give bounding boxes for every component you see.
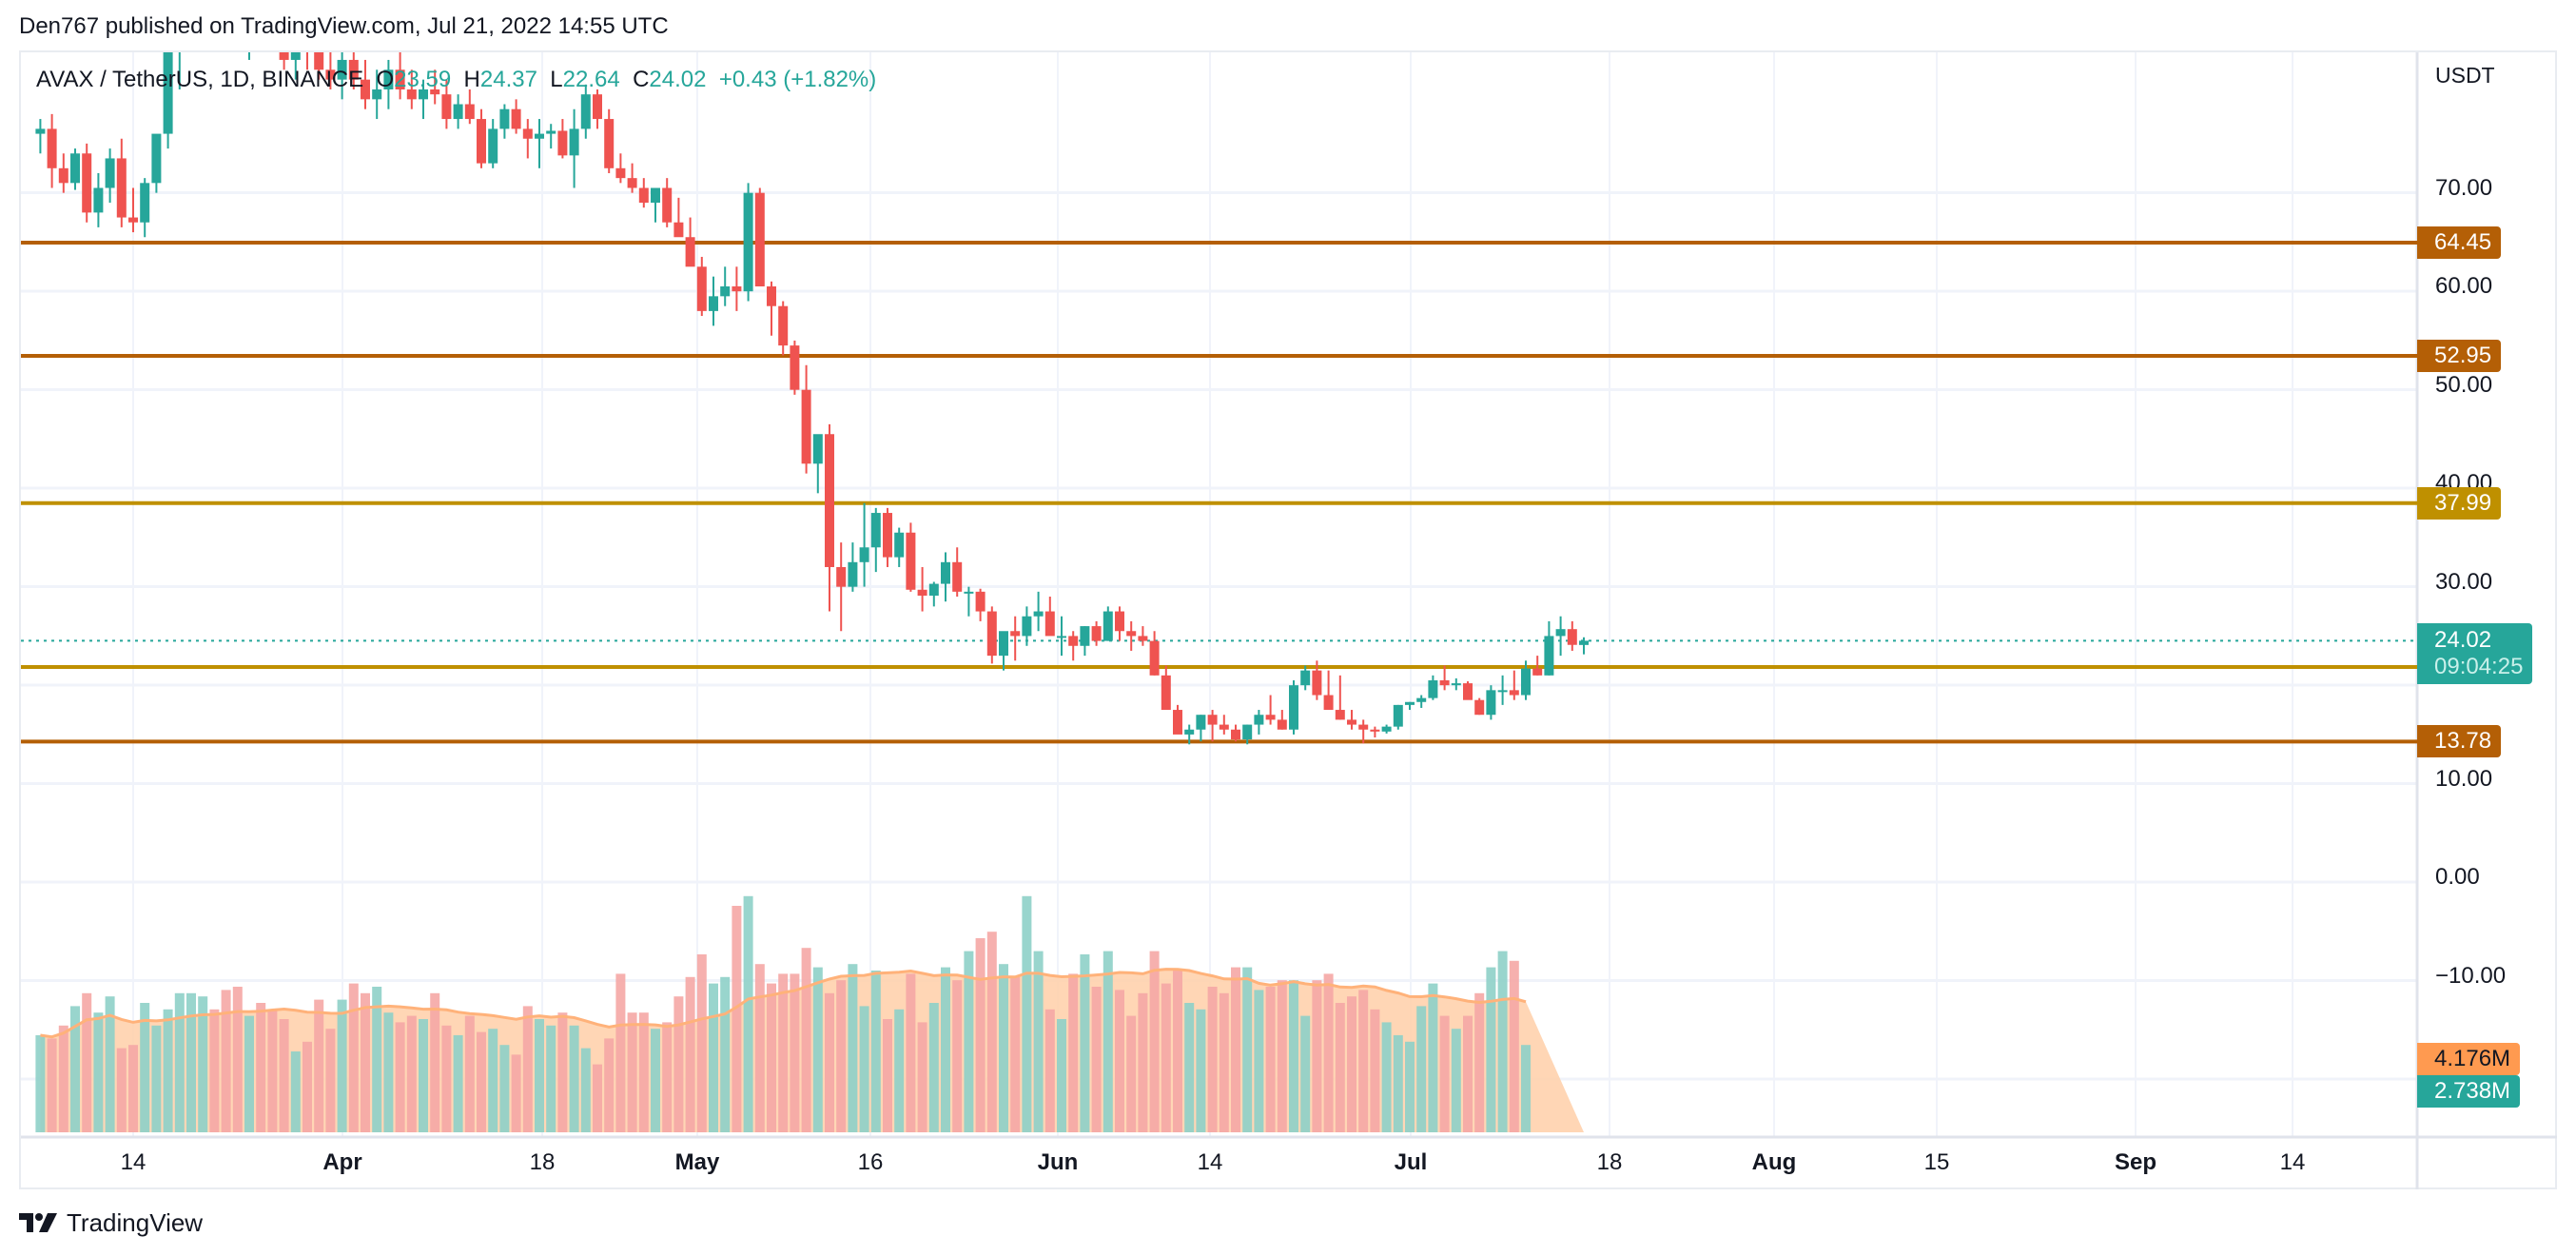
level-price-tag: 13.78 <box>2417 725 2502 758</box>
time-tick: May <box>674 1149 720 1175</box>
time-tick: Sep <box>2114 1149 2157 1175</box>
low-value: 22.64 <box>562 67 620 92</box>
time-tick: Aug <box>1751 1149 1797 1175</box>
open-value: 23.59 <box>394 67 452 92</box>
high-value: 24.37 <box>479 67 537 92</box>
time-tick: 14 <box>120 1149 146 1175</box>
currency-label: USDT <box>2435 63 2495 88</box>
time-tick: 16 <box>857 1149 884 1175</box>
time-tick: Jun <box>1037 1149 1079 1175</box>
chart-frame[interactable] <box>19 50 2557 1189</box>
volume-tag: 2.738M <box>2417 1075 2521 1108</box>
bar-countdown: 09:04:25 <box>2434 654 2524 680</box>
price-tick: 10.00 <box>2435 765 2493 792</box>
symbol-legend: AVAX / TetherUS, 1D, BINANCE O23.59 H24.… <box>36 67 877 92</box>
time-tick: 14 <box>2279 1149 2306 1175</box>
time-tick: 14 <box>1197 1149 1223 1175</box>
current-price: 24.02 <box>2434 627 2492 654</box>
level-price-tag: 52.95 <box>2417 339 2502 372</box>
current-price-tag: 24.02 09:04:25 <box>2417 623 2533 685</box>
time-tick: 15 <box>1923 1149 1950 1175</box>
price-tick: −10.00 <box>2435 962 2507 989</box>
price-tick: 70.00 <box>2435 174 2493 201</box>
level-price-tag: 64.45 <box>2417 226 2502 259</box>
price-tick: 30.00 <box>2435 568 2493 595</box>
time-tick: 18 <box>1596 1149 1623 1175</box>
change-value: +0.43 (+1.82%) <box>718 67 877 92</box>
time-tick: Jul <box>1394 1149 1428 1175</box>
publish-info: Den767 published on TradingView.com, Jul… <box>19 13 669 39</box>
tradingview-wordmark: TradingView <box>67 1208 204 1237</box>
price-tick: 60.00 <box>2435 273 2493 299</box>
price-tick: 0.00 <box>2435 864 2480 890</box>
time-tick: Apr <box>322 1149 362 1175</box>
level-price-tag: 37.99 <box>2417 486 2502 520</box>
symbol-name: AVAX / TetherUS, 1D, BINANCE <box>36 67 364 92</box>
price-tick: 50.00 <box>2435 371 2493 398</box>
tradingview-logo[interactable]: TradingView <box>19 1208 203 1238</box>
volume-tag: 4.176M <box>2417 1043 2521 1075</box>
close-value: 24.02 <box>649 67 707 92</box>
tradingview-icon <box>19 1212 57 1232</box>
time-tick: 18 <box>529 1149 556 1175</box>
